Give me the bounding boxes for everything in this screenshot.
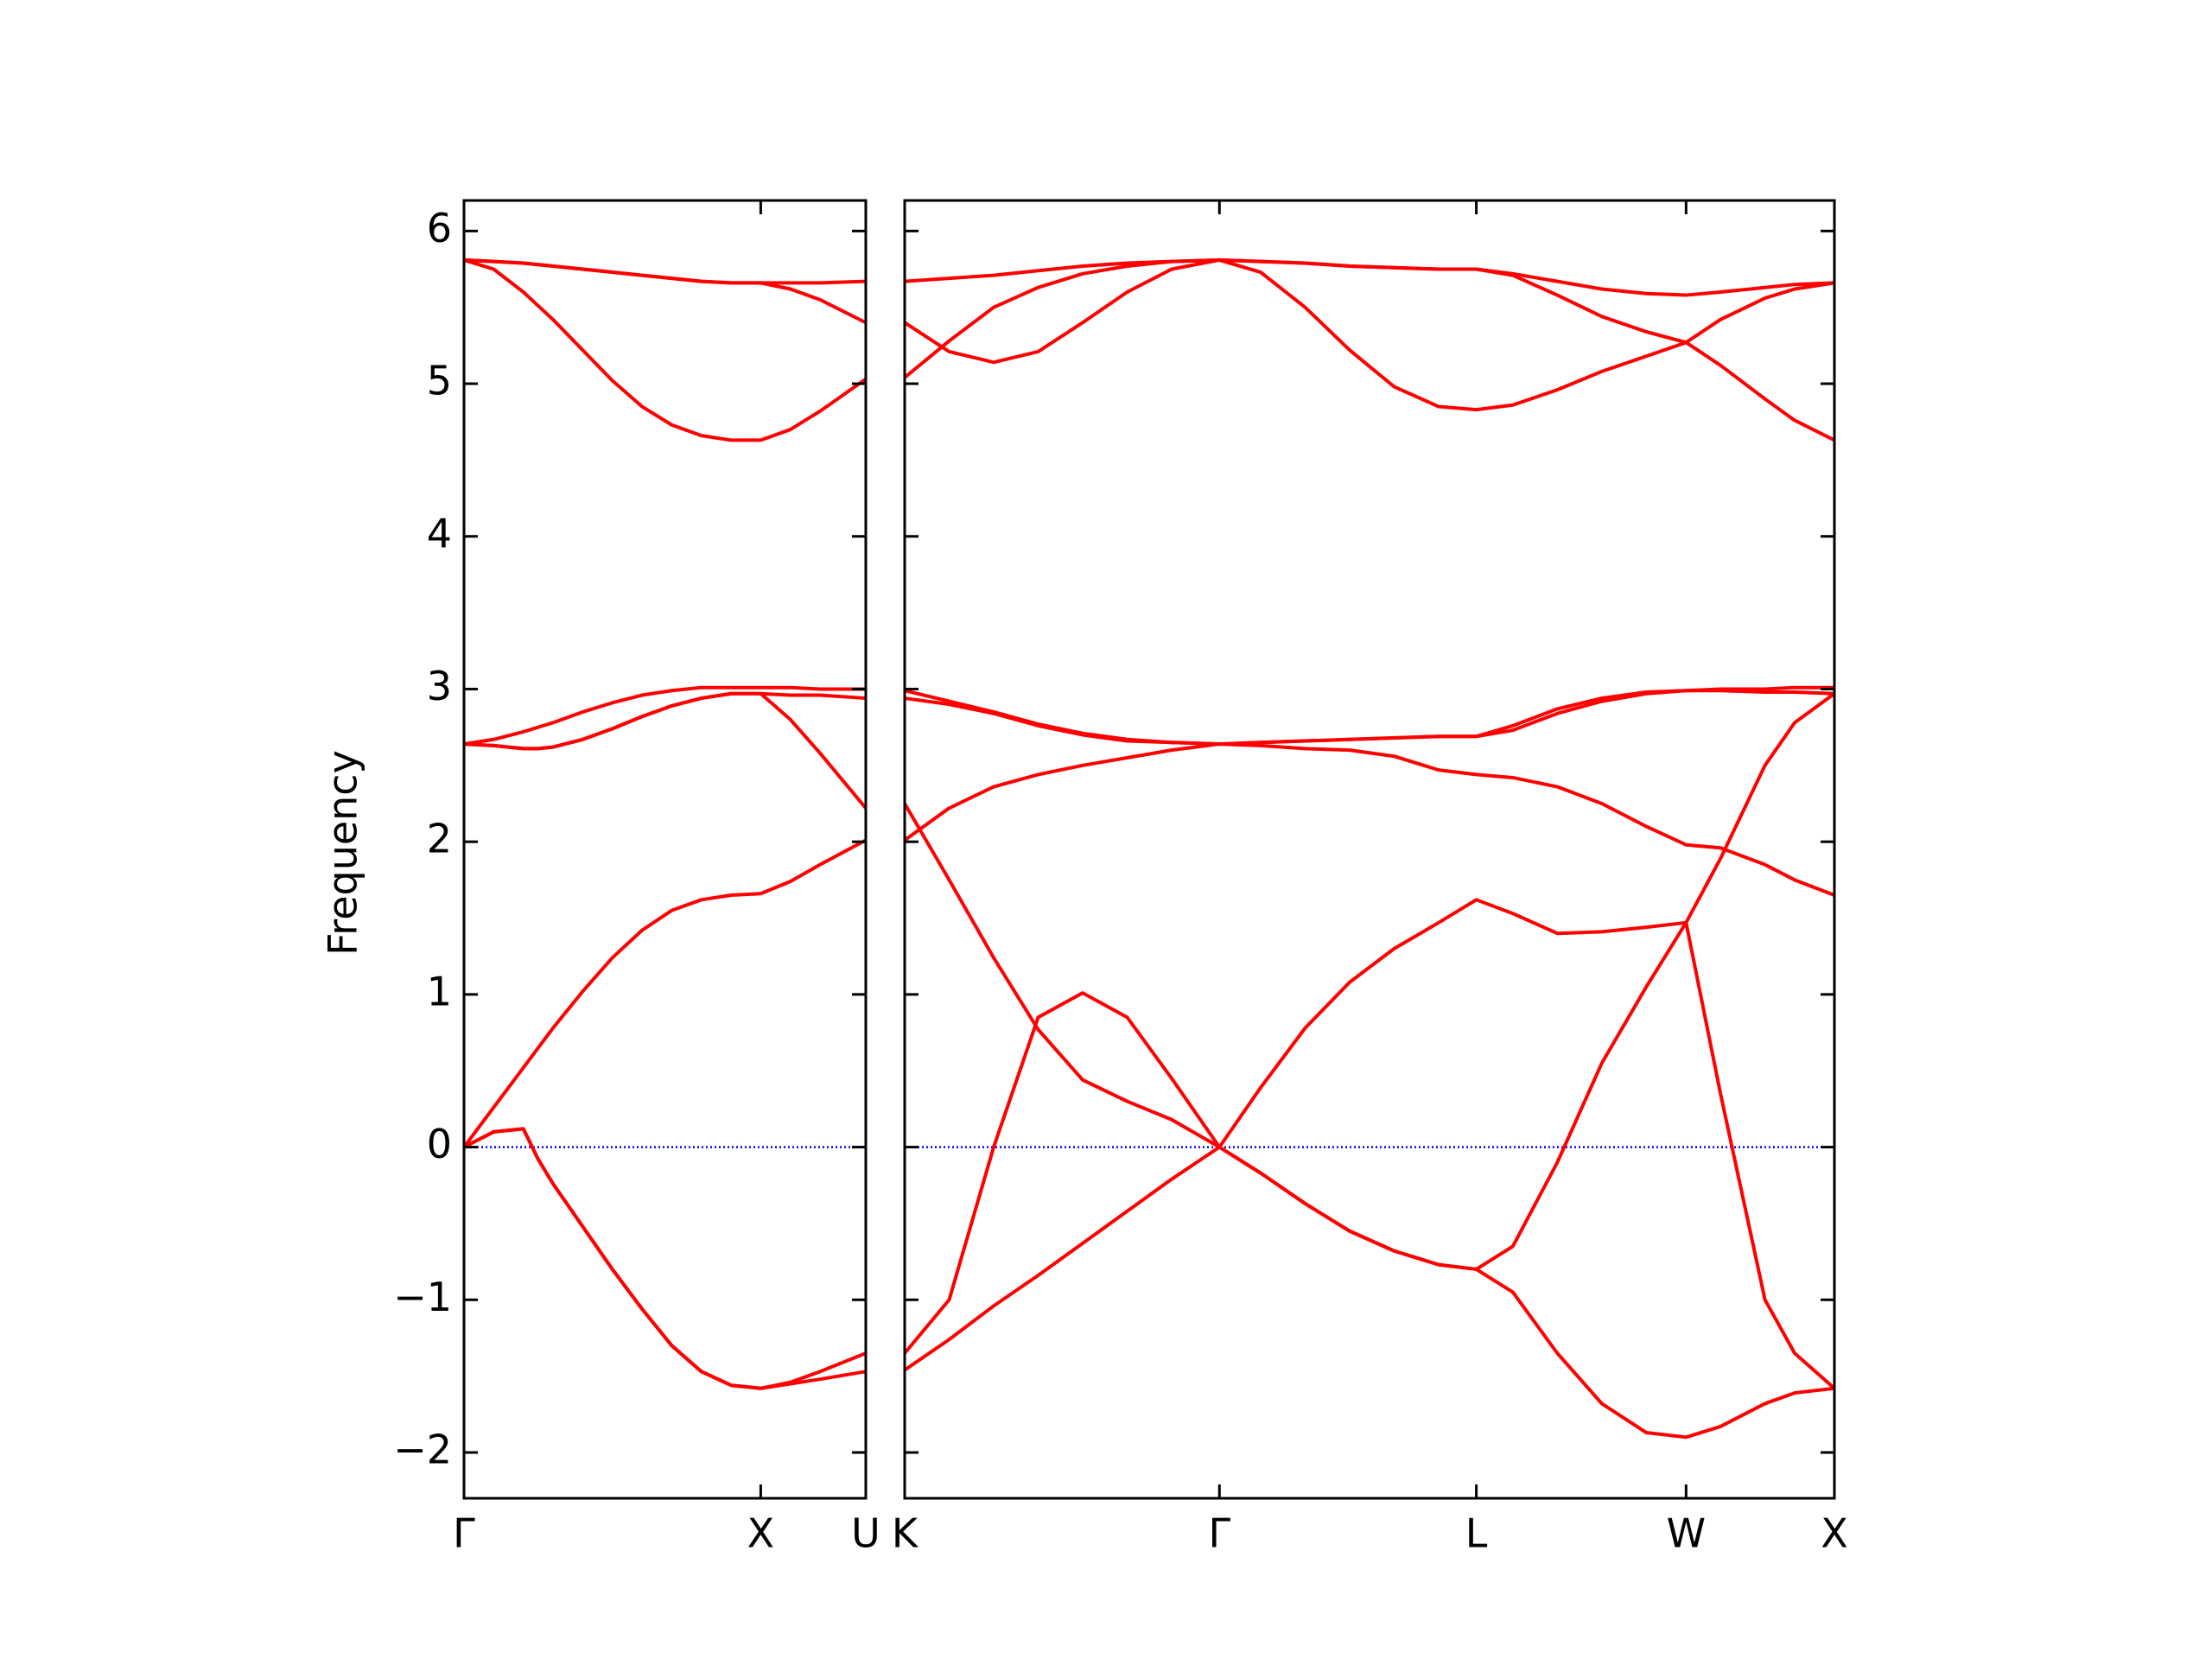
x-tick-label: U [851, 1510, 880, 1557]
y-axis-label: Frequency [320, 750, 366, 956]
x-tick-label: Γ [1208, 1510, 1230, 1557]
y-tick-label: 2 [427, 816, 452, 862]
band-line [463, 1127, 867, 1390]
band-line [903, 257, 1835, 379]
y-tick-label: 5 [427, 358, 452, 404]
y-tick-label: −1 [393, 1274, 452, 1320]
band-line [903, 742, 1835, 897]
x-tick-label: X [747, 1510, 775, 1557]
panel-frame [903, 199, 1836, 1500]
y-tick-label: −2 [393, 1426, 452, 1472]
band-line [462, 838, 867, 1148]
band-line [463, 691, 868, 810]
band-line [903, 692, 1836, 1149]
band-line [463, 685, 866, 747]
x-tick-label: L [1465, 1510, 1488, 1557]
x-tick-label: W [1667, 1510, 1706, 1557]
band-line [463, 258, 868, 442]
x-tick-label: X [1821, 1510, 1848, 1557]
band-line [903, 1145, 1835, 1440]
y-tick-label: 0 [427, 1121, 452, 1167]
x-tick-label: K [892, 1510, 919, 1557]
y-tick-label: 1 [427, 968, 452, 1014]
y-tick-label: 6 [427, 205, 452, 251]
y-tick-label: 4 [427, 510, 452, 556]
x-tick-label: Γ [453, 1510, 475, 1557]
band-line [904, 689, 1835, 747]
band-line [463, 257, 867, 325]
band-line [903, 257, 1835, 442]
y-tick-label: 3 [427, 663, 452, 709]
panel-frame [462, 199, 868, 1500]
